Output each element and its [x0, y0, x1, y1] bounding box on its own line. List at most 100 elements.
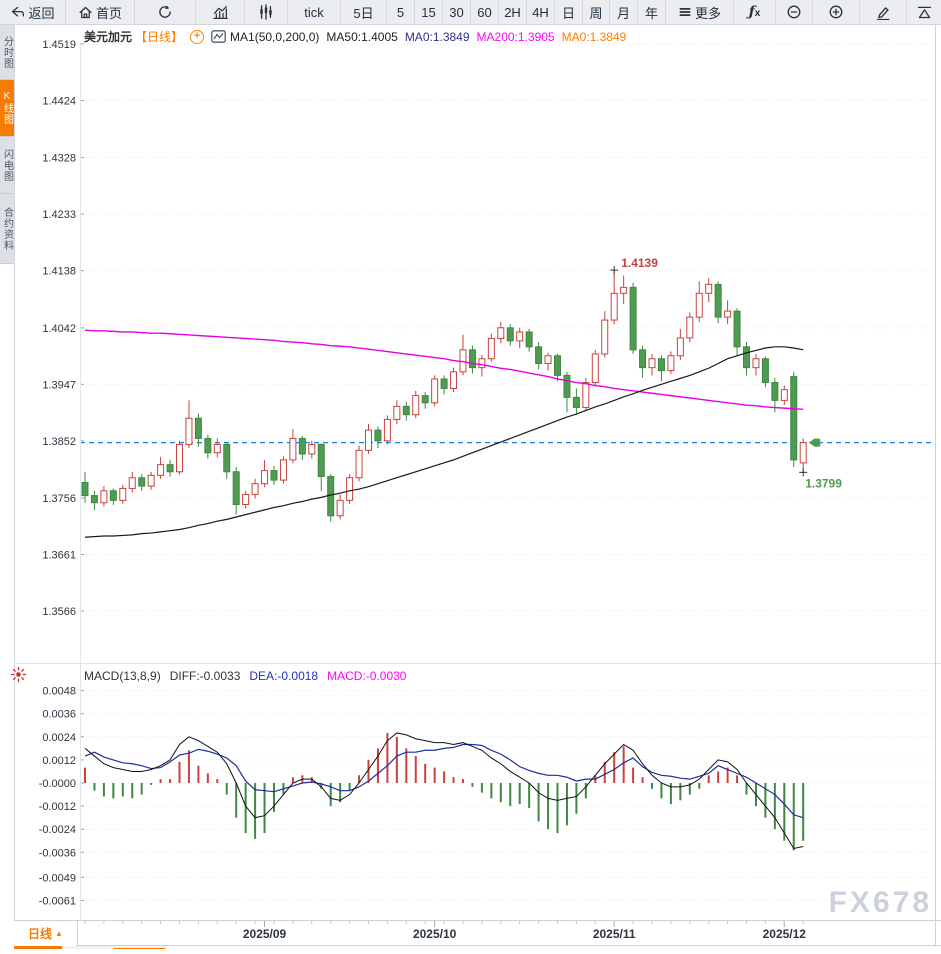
sidebar-tab-kline[interactable]: K线图 — [0, 80, 14, 137]
up-triangle-icon: ▲ — [55, 929, 63, 938]
svg-text:1.4138: 1.4138 — [42, 266, 76, 278]
period-week-button[interactable]: 周 — [583, 0, 610, 24]
back-button[interactable]: 返回 — [0, 0, 66, 24]
refresh-icon — [159, 5, 171, 18]
sidebar: 分时图 K线图 闪电图 合约资料 — [0, 25, 15, 949]
sidebar-tab-lightning[interactable]: 闪电图 — [0, 137, 14, 194]
plus-circle-icon[interactable]: + — [190, 29, 205, 44]
period-30m-button[interactable]: 30 — [443, 0, 471, 24]
zoom-in-button[interactable] — [813, 0, 860, 24]
svg-text:1.4424: 1.4424 — [42, 96, 76, 108]
menu-icon — [679, 8, 691, 16]
ma0-value-orange: MA0:1.3849 — [561, 29, 627, 44]
period-day-button[interactable]: 日 — [555, 0, 583, 24]
sidebar-tab-label: K线图 — [1, 91, 13, 125]
back-arrow-icon — [12, 6, 25, 16]
ma-settings: MA1(50,0,200,0) — [230, 29, 320, 44]
home-icon — [79, 6, 92, 18]
main-chart-header: 美元加元 【日线】 + MA1(50,0,200,0) MA50:1.4005 … — [84, 28, 626, 45]
period-selector-label: 日线 — [28, 927, 53, 941]
bottom-tab-partial[interactable] — [62, 946, 114, 949]
svg-text:0.0012: 0.0012 — [42, 755, 76, 767]
zoom-out-icon — [787, 5, 801, 19]
period-15m-label: 15 — [421, 4, 436, 20]
pencil-icon — [877, 7, 890, 20]
svg-text:1.3661: 1.3661 — [42, 549, 76, 561]
period-month-label: 月 — [616, 5, 630, 21]
period-year-button[interactable]: 年 — [638, 0, 666, 24]
svg-text:1.3756: 1.3756 — [42, 493, 76, 505]
period-week-label: 周 — [589, 5, 603, 21]
svg-text:-0.0036: -0.0036 — [39, 847, 76, 859]
svg-text:1.3566: 1.3566 — [42, 606, 76, 618]
period-30m-label: 30 — [449, 4, 464, 20]
home-label: 首页 — [95, 5, 122, 21]
bottom-tab-strip — [166, 946, 941, 949]
period-tick-label: tick — [304, 4, 324, 20]
zoom-out-button[interactable] — [776, 0, 813, 24]
candle-chart-type-button[interactable] — [245, 0, 288, 24]
sidebar-tab-label: 分时图 — [1, 35, 13, 69]
period-5d-label: 5日 — [353, 5, 374, 21]
svg-text:-0.0049: -0.0049 — [39, 872, 76, 884]
zoom-in-icon — [829, 5, 843, 19]
period-year-label: 年 — [644, 5, 658, 21]
candlestick-icon — [260, 4, 272, 20]
svg-text:0.0036: 0.0036 — [42, 709, 76, 721]
sidebar-tab-label: 闪电图 — [1, 148, 13, 182]
svg-text:1.3852: 1.3852 — [42, 436, 76, 448]
triangle-tool-icon — [917, 6, 931, 19]
svg-text:1.3947: 1.3947 — [42, 379, 76, 391]
svg-text:1.4139: 1.4139 — [621, 256, 658, 270]
ma50-value: MA50:1.4005 — [326, 29, 398, 44]
formula-button[interactable]: ƒx — [734, 0, 776, 24]
period-month-button[interactable]: 月 — [610, 0, 638, 24]
bottom-tab-partial[interactable] — [114, 946, 166, 949]
svg-text:-0.0024: -0.0024 — [39, 824, 76, 836]
symbol-name: 美元加元 — [84, 30, 133, 44]
period-60m-label: 60 — [477, 4, 492, 20]
bottom-tab-active-partial[interactable] — [14, 946, 62, 949]
period-15m-button[interactable]: 15 — [415, 0, 443, 24]
macd-settings: MACD(13,8,9) — [84, 669, 161, 683]
toolbar: 返回 首页 tick 5日 5 15 30 60 2H 4H 日 周 月 年 更… — [0, 0, 941, 25]
svg-text:0.0024: 0.0024 — [42, 732, 76, 744]
period-2h-button[interactable]: 2H — [499, 0, 527, 24]
back-label: 返回 — [28, 5, 55, 21]
sidebar-tab-contract-info[interactable]: 合约资料 — [0, 194, 14, 264]
svg-text:1.4328: 1.4328 — [42, 153, 76, 165]
svg-text:FX678: FX678 — [829, 886, 932, 919]
period-tick-button[interactable]: tick — [288, 0, 341, 24]
line-chart-type-button[interactable] — [196, 0, 245, 24]
macd-value: MACD:-0.0030 — [327, 669, 407, 683]
area-chart-icon — [212, 5, 228, 19]
svg-text:1.4233: 1.4233 — [42, 209, 76, 221]
period-4h-label: 4H — [532, 4, 549, 20]
macd-header: MACD(13,8,9) DIFF:-0.0033 DEA:-0.0018 MA… — [84, 669, 406, 683]
svg-text:2025/12: 2025/12 — [763, 927, 807, 941]
period-selector[interactable]: 日线 ▲ — [14, 921, 78, 946]
period-4h-button[interactable]: 4H — [527, 0, 555, 24]
home-button[interactable]: 首页 — [66, 0, 135, 24]
svg-text:2025/10: 2025/10 — [413, 927, 457, 941]
refresh-button[interactable] — [135, 0, 196, 24]
period-60m-button[interactable]: 60 — [471, 0, 499, 24]
shape-tool-button[interactable] — [907, 0, 941, 24]
period-5d-button[interactable]: 5日 — [341, 0, 387, 24]
svg-text:-0.0061: -0.0061 — [39, 895, 76, 907]
sidebar-tab-timeline[interactable]: 分时图 — [0, 25, 14, 80]
more-button[interactable]: 更多 — [666, 0, 734, 24]
svg-text:1.4519: 1.4519 — [42, 39, 76, 51]
ma0-value-blue: MA0:1.3849 — [404, 29, 470, 44]
draw-button[interactable] — [860, 0, 907, 24]
indicator-settings-sun-icon[interactable] — [10, 666, 27, 683]
svg-text:-0.0012: -0.0012 — [39, 801, 76, 813]
period-2h-label: 2H — [504, 4, 521, 20]
period-5m-button[interactable]: 5 — [387, 0, 415, 24]
svg-text:1.3799: 1.3799 — [805, 476, 842, 490]
ma200-value: MA200:1.3905 — [476, 29, 555, 44]
svg-text:0.0048: 0.0048 — [42, 686, 76, 698]
macd-dea-value: DEA:-0.0018 — [249, 669, 319, 683]
